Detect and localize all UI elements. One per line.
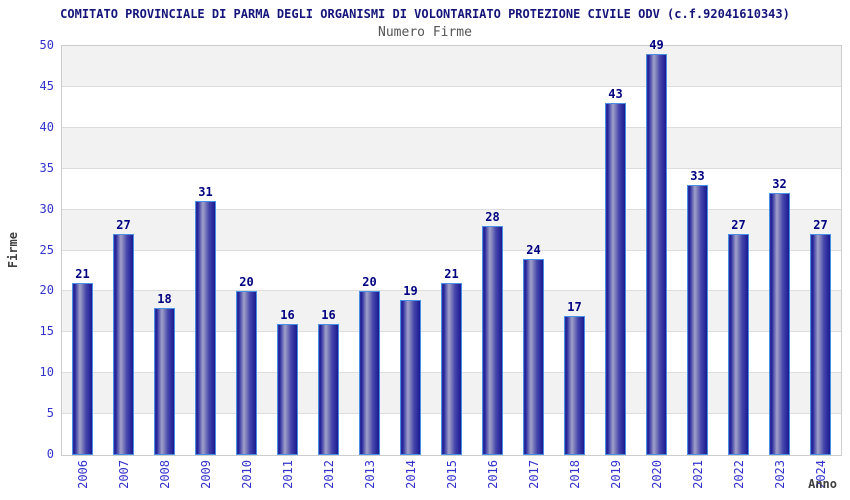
bar (236, 291, 257, 455)
grid-band (62, 168, 841, 210)
gridline (62, 208, 841, 210)
x-tick-label: 2016 (486, 460, 500, 489)
gridline (62, 249, 841, 251)
x-axis: 2006 2007 2008 2009 2010 2011 2012 2013 2014 2015… (62, 458, 841, 498)
x-tick-label: 2023 (773, 460, 787, 489)
bar (154, 308, 175, 455)
bar-value-label: 24 (526, 243, 541, 257)
bar-value-label: 19 (403, 284, 418, 298)
bar-value-label: 21 (75, 267, 90, 281)
y-tick-label: 35 (39, 160, 54, 175)
bar-value-label: 33 (690, 169, 705, 183)
bar (359, 291, 380, 455)
bar-value-label: 18 (157, 292, 172, 306)
bar-value-label: 17 (567, 300, 582, 314)
grid-band (62, 46, 841, 87)
grid-band (62, 86, 841, 128)
bar (769, 193, 790, 455)
y-tick-label: 30 (39, 201, 54, 216)
y-tick-label: 25 (39, 242, 54, 257)
bar-value-label: 27 (731, 218, 746, 232)
bar-value-label: 20 (362, 275, 377, 289)
x-tick-label: 2022 (732, 460, 746, 489)
grid-band (62, 127, 841, 169)
x-tick-label: 2009 (199, 460, 213, 489)
x-tick-label: 2007 (117, 460, 131, 489)
x-tick-label: 2008 (158, 460, 172, 489)
x-tick-label: 2020 (650, 460, 664, 489)
x-tick-label: 2010 (240, 460, 254, 489)
bar-value-label: 16 (280, 308, 295, 322)
y-tick-label: 20 (39, 283, 54, 298)
bar-value-label: 31 (198, 185, 213, 199)
x-tick-label: 2021 (691, 460, 705, 489)
y-tick-label: 50 (39, 38, 54, 52)
bar-value-label: 21 (444, 267, 459, 281)
bar (441, 283, 462, 455)
bar-value-label: 27 (813, 218, 828, 232)
x-tick-label: 2019 (609, 460, 623, 489)
y-tick-label: 5 (46, 406, 54, 421)
x-tick-label: 2011 (281, 460, 295, 489)
x-tick-label: 2013 (363, 460, 377, 489)
y-tick-label: 15 (39, 324, 54, 339)
bar (728, 234, 749, 455)
bar (687, 185, 708, 455)
x-tick-label: 2015 (445, 460, 459, 489)
bar-value-label: 27 (116, 218, 131, 232)
bar-value-label: 16 (321, 308, 336, 322)
x-axis-title: Anno (808, 477, 837, 491)
x-tick-label: 2017 (527, 460, 541, 489)
gridline (62, 85, 841, 87)
bar (810, 234, 831, 455)
bar-value-label: 20 (239, 275, 254, 289)
bar-value-label: 49 (649, 38, 664, 52)
gridline (62, 167, 841, 169)
bar (564, 316, 585, 455)
bar (482, 226, 503, 455)
bar (605, 103, 626, 455)
grid-band (62, 209, 841, 251)
bar (277, 324, 298, 455)
gridline (62, 126, 841, 128)
bar (195, 201, 216, 455)
bar-value-label: 43 (608, 87, 623, 101)
chart-subtitle: Numero Firme (378, 25, 472, 40)
bar (523, 259, 544, 455)
bar (72, 283, 93, 455)
y-tick-label: 0 (46, 447, 54, 461)
x-tick-label: 2018 (568, 460, 582, 489)
x-tick-label: 2012 (322, 460, 336, 489)
x-tick-label: 2014 (404, 460, 418, 489)
y-tick-label: 10 (39, 365, 54, 380)
plot-area: 21 27 18 31 20 16 16 20 19 21 28 24 17 43 49 33 27 32 27 (61, 38, 842, 456)
bar-value-label: 28 (485, 210, 500, 224)
bar (318, 324, 339, 455)
bar (646, 54, 667, 455)
y-tick-label: 40 (39, 119, 54, 134)
bar (400, 300, 421, 455)
y-tick-label: 45 (39, 78, 54, 93)
bar-value-label: 32 (772, 177, 787, 191)
x-tick-label: 2006 (76, 460, 90, 489)
bar (113, 234, 134, 455)
chart-title: COMITATO PROVINCIALE DI PARMA DEGLI ORGA… (60, 7, 790, 21)
